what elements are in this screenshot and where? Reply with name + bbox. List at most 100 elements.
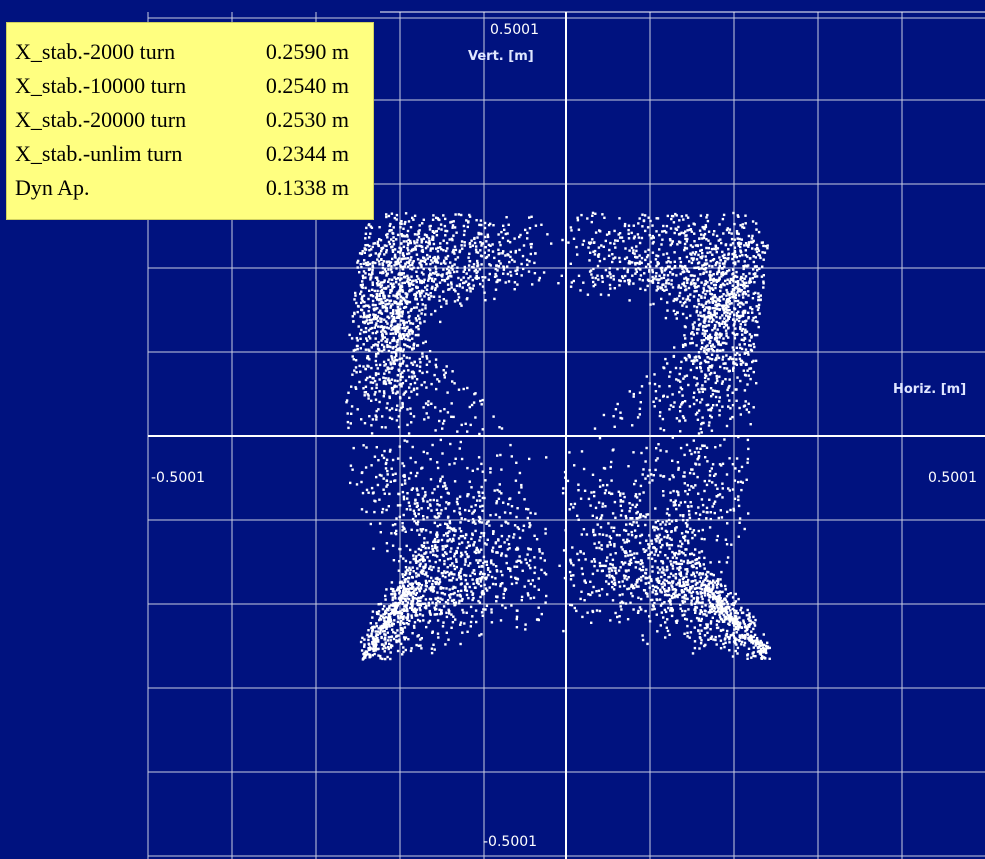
data-point xyxy=(529,524,532,527)
data-point xyxy=(715,377,719,380)
data-point xyxy=(469,605,473,609)
data-point xyxy=(416,614,419,617)
data-point xyxy=(617,490,620,493)
data-point xyxy=(440,228,443,231)
data-point xyxy=(737,294,741,297)
data-point xyxy=(487,567,490,570)
data-point xyxy=(650,542,654,545)
data-point xyxy=(396,291,399,294)
data-point xyxy=(585,533,589,536)
data-point xyxy=(666,544,669,547)
data-point xyxy=(393,253,397,256)
data-point xyxy=(502,272,505,275)
data-point xyxy=(431,279,434,282)
data-point xyxy=(398,560,401,563)
data-point xyxy=(686,635,689,638)
data-point xyxy=(675,214,678,217)
data-point xyxy=(729,612,733,615)
data-point xyxy=(375,316,379,320)
data-point xyxy=(376,367,379,370)
data-point xyxy=(711,278,714,281)
data-point xyxy=(703,609,707,612)
data-point xyxy=(392,609,395,612)
data-point xyxy=(406,614,410,617)
data-point xyxy=(410,282,413,285)
data-point xyxy=(583,489,587,492)
data-point xyxy=(692,597,695,600)
data-point xyxy=(630,561,633,565)
data-point xyxy=(720,304,724,307)
data-point xyxy=(480,244,483,247)
data-point xyxy=(389,639,392,642)
data-point xyxy=(645,375,648,378)
data-point xyxy=(637,596,640,599)
data-point xyxy=(747,241,751,244)
data-point xyxy=(466,494,469,498)
data-point xyxy=(386,549,389,553)
data-point xyxy=(728,228,732,231)
data-point xyxy=(443,481,446,485)
data-point xyxy=(357,325,360,328)
data-point xyxy=(743,644,746,647)
data-point xyxy=(658,414,662,418)
data-point xyxy=(651,608,654,611)
data-point xyxy=(702,580,705,583)
data-point xyxy=(752,316,755,320)
data-point xyxy=(667,260,670,263)
data-point xyxy=(362,262,365,265)
data-point xyxy=(744,328,747,331)
data-point xyxy=(359,337,362,340)
data-point xyxy=(719,444,722,447)
data-point xyxy=(489,264,492,267)
data-point xyxy=(445,365,448,368)
data-point xyxy=(499,582,503,586)
data-point xyxy=(678,419,681,422)
data-point xyxy=(480,548,483,551)
data-point xyxy=(594,283,597,286)
data-point xyxy=(751,234,754,238)
data-point xyxy=(466,541,470,544)
data-point xyxy=(423,260,427,263)
data-point xyxy=(611,586,614,589)
data-point xyxy=(690,573,693,577)
data-point xyxy=(460,551,463,555)
data-point xyxy=(589,580,592,583)
data-point xyxy=(498,241,501,244)
data-point xyxy=(397,639,400,643)
data-point xyxy=(718,396,721,399)
data-point xyxy=(457,388,461,391)
data-point xyxy=(654,390,658,393)
data-point xyxy=(474,522,477,525)
data-point xyxy=(592,528,595,532)
data-point xyxy=(707,314,710,318)
data-point xyxy=(472,401,476,404)
data-point xyxy=(653,405,656,408)
data-point xyxy=(677,286,680,289)
data-point xyxy=(420,298,424,301)
data-point xyxy=(498,426,501,429)
data-point xyxy=(505,561,508,565)
data-point xyxy=(691,279,694,282)
data-point xyxy=(442,249,445,252)
data-point xyxy=(678,294,681,298)
data-point xyxy=(614,566,617,570)
data-point xyxy=(757,303,761,307)
data-point xyxy=(450,547,453,550)
data-point xyxy=(404,530,407,533)
data-point xyxy=(699,322,702,326)
data-point xyxy=(345,399,349,402)
data-point xyxy=(360,301,363,304)
data-point xyxy=(533,585,536,588)
data-point xyxy=(702,444,705,448)
data-point xyxy=(744,348,748,351)
data-point xyxy=(737,480,740,484)
data-point xyxy=(417,584,420,587)
data-point xyxy=(669,271,672,274)
data-point xyxy=(628,560,632,563)
data-point xyxy=(744,400,747,403)
data-point xyxy=(742,619,745,622)
data-point xyxy=(668,238,672,241)
data-point xyxy=(484,608,487,611)
data-point xyxy=(530,246,533,249)
data-point xyxy=(380,474,383,477)
